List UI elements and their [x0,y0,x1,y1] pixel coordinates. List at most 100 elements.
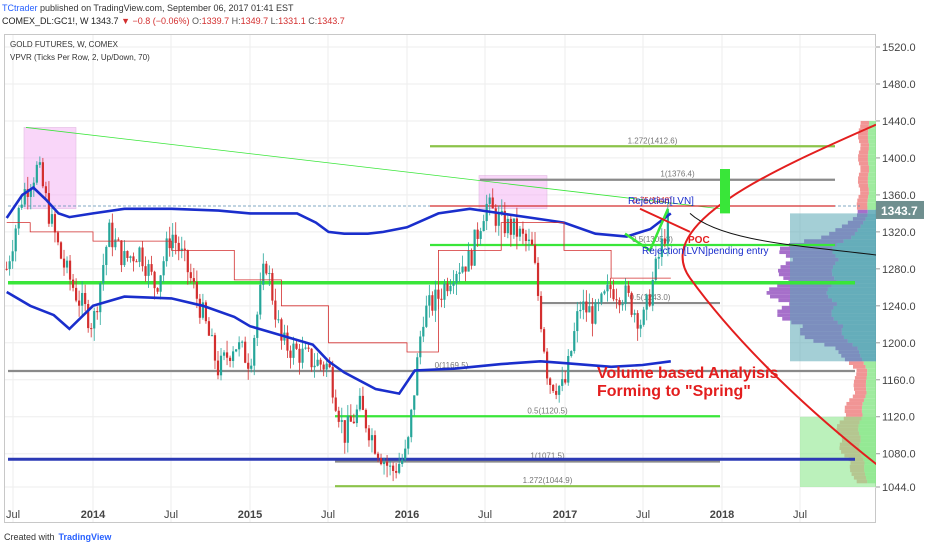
symbol-line: COMEX_DL:GC1!, W 1343.7 ▼ −0.8 (−0.06%) … [2,16,345,26]
candle-down [564,379,567,383]
candle-up [259,284,262,315]
candle-up [277,319,280,321]
volume-profile [766,120,876,487]
volume-bar-down [867,180,876,184]
publish-line: TCtrader published on TradingView.com, S… [2,3,294,13]
candle-up [597,302,600,304]
candle-down [244,341,247,363]
volume-bar-up [858,183,869,188]
candle-up [231,351,235,362]
candle-down [111,222,114,248]
candle-down [549,378,552,385]
candle-up [256,314,259,338]
volume-bar-down [868,146,876,151]
candle-up [171,234,174,249]
price-axis: 1044.0 1080.0 1120.0 1160.0 1200.0 1240.0 1280… [876,42,924,494]
candle-down [379,457,383,465]
candle-up [621,303,624,306]
candle-down [247,362,250,369]
candle-down [307,347,310,349]
y-tick-label-11: 1480.0 [882,79,916,91]
candle-up [518,228,522,237]
candle-down [177,242,180,252]
volume-bar-down [867,157,876,162]
candle-down [120,240,123,266]
volume-bar-up [845,413,863,417]
candle-up [482,221,485,232]
candle-up [262,263,265,285]
volume-bar-down [867,176,876,181]
volume-bar-up [858,154,868,158]
volume-bar-up [860,120,870,125]
candle-up [603,291,606,294]
candle-up [114,239,117,248]
candle-up [642,309,645,325]
y-tick-label-9: 1400.0 [882,153,916,165]
time-axis: Jul 2014 Jul 2015 Jul 2016 Jul 2017 Jul 2018 Jul [6,509,807,521]
candle-down [392,465,395,471]
candle-down [343,420,346,443]
volume-bar-up [854,376,867,380]
candle-up [123,251,126,266]
volume-bar-up [848,361,864,365]
low-value: 1331.1 [278,16,306,26]
author-link[interactable]: TCtrader [2,3,38,13]
candle-up [129,256,132,258]
close-value: 1343.7 [317,16,345,26]
volume-bar-up [852,364,866,369]
candle-down [74,287,78,301]
rejection-label-1: Rejection[LVN] [628,196,694,207]
candle-up [370,435,374,441]
symbol-name[interactable]: COMEX_DL:GC1!, W [2,16,89,26]
y-tick-label-6: 1280.0 [882,264,916,276]
candle-down [44,186,47,194]
candle-down [494,208,497,226]
high-label: H: [231,16,241,26]
candle-down [207,321,211,336]
candle-down [585,301,588,313]
candle-down [618,300,621,306]
candle-up [645,294,648,310]
y-tick-label-2: 1120.0 [882,412,915,424]
candle-up [666,210,669,244]
candle-up [573,331,576,352]
volume-bar-up [857,209,868,214]
level-label-10: 1.272(1044.9) [523,476,573,485]
red-arrow [639,207,691,233]
volume-bar-up [856,202,868,206]
volume-bar-down [863,398,876,402]
candle-up [479,231,482,239]
candle-down [545,351,549,379]
candle-down [431,295,434,311]
candle-down [84,292,87,305]
y-tick-label-1: 1080.0 [882,449,916,461]
candle-down [271,273,274,301]
candle-up [358,395,361,410]
candle-down [47,193,51,224]
candle-down [328,363,331,368]
volume-bar-down [868,172,876,177]
volume-bar-down [867,209,876,214]
candle-down [503,210,506,234]
candle-up [238,342,241,350]
volume-bar-down [866,379,876,384]
volume-bar-down [865,383,876,388]
candle-down [373,435,377,454]
last-price-box [876,200,924,219]
y-tick-label-0: 1044.0 [882,482,916,494]
tradingview-logo[interactable]: TradingView [58,532,112,542]
ma-upper-line [5,185,672,238]
candle-down [298,348,301,363]
volume-bar-down [866,390,876,395]
candle-up [422,326,425,337]
green-arrow [624,208,670,253]
candle-down [96,311,99,313]
level-label-2: 0.75(1348) [633,196,672,205]
candle-up [449,285,452,292]
published-text: published on TradingView.com, September … [40,3,294,13]
candle-up [201,302,204,318]
candle-down [530,239,534,245]
candle-up [38,162,41,165]
volume-bar-up [860,165,869,170]
